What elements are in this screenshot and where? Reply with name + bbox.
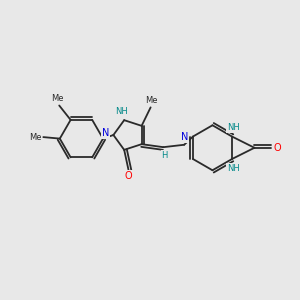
Text: Me: Me [29, 133, 41, 142]
Text: NH: NH [115, 107, 128, 116]
Text: Me: Me [145, 96, 158, 105]
Text: N: N [102, 128, 110, 139]
Text: N: N [181, 132, 188, 142]
Text: Me: Me [52, 94, 64, 103]
Text: O: O [274, 143, 281, 153]
Text: NH: NH [227, 164, 240, 172]
Text: O: O [125, 171, 133, 181]
Text: H: H [162, 151, 168, 160]
Text: NH: NH [227, 123, 240, 132]
